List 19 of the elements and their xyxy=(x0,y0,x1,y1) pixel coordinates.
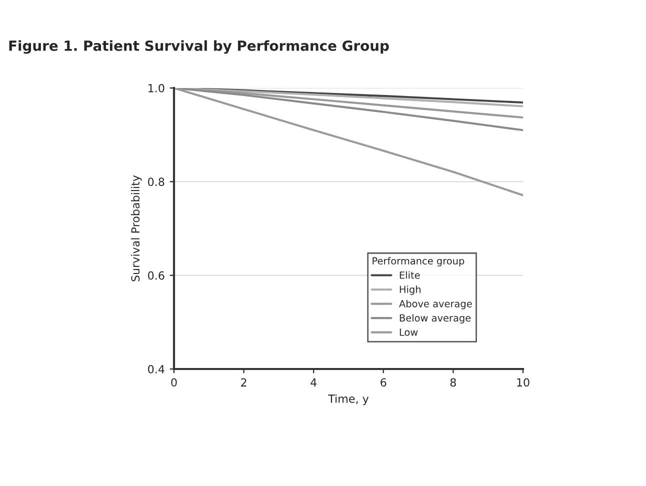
y-tick-label: 1.0 xyxy=(148,84,164,92)
x-tick-label: 10 xyxy=(517,378,530,387)
legend-label: Above average xyxy=(399,300,472,310)
y-axis-title: Survival Probability xyxy=(130,175,142,282)
chart-title: Figure 1. Patient Survival by Performance Group xyxy=(9,40,389,54)
legend-label: Below average xyxy=(400,314,471,324)
x-axis-title: Time, y xyxy=(328,394,369,406)
x-tick-label: 6 xyxy=(380,378,386,387)
legend-label: Elite xyxy=(400,271,420,279)
y-tick-label: 0.8 xyxy=(148,178,164,186)
y-tick-label: 0.6 xyxy=(148,271,164,280)
x-tick-label: 0 xyxy=(171,378,177,387)
x-tick-label: 8 xyxy=(450,378,456,387)
y-tick-label: 0.4 xyxy=(148,364,164,374)
legend-label: Low xyxy=(400,328,418,336)
legend-title: Performance group xyxy=(372,257,464,266)
legend-label: High xyxy=(400,286,420,295)
x-tick-label: 4 xyxy=(310,378,317,386)
x-tick-label: 2 xyxy=(241,378,246,386)
